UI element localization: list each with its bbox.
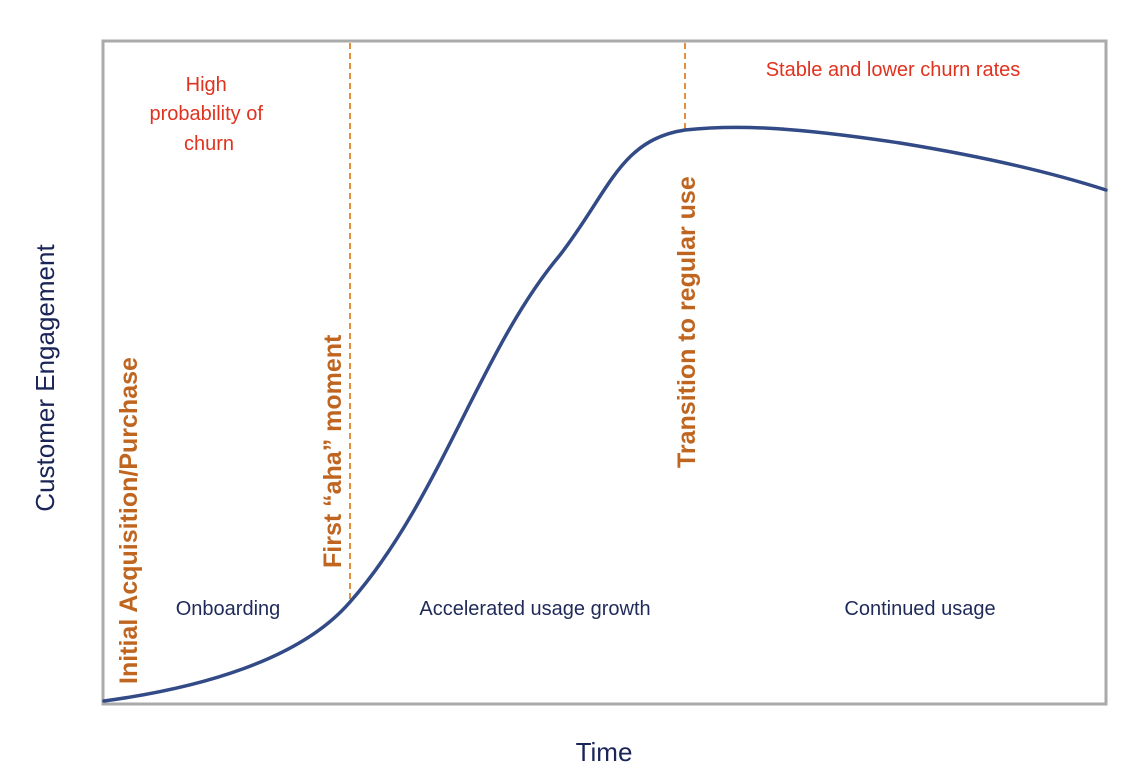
x-axis-label: Time — [576, 737, 633, 767]
engagement-curve — [102, 125, 1108, 703]
milestone-transition-to-regular-use: Transition to regular use — [673, 176, 701, 468]
stable-churn-note: Stable and lower churn rates — [766, 59, 1021, 81]
high-churn-note-line-2: probability of — [150, 103, 264, 125]
milestone-initial-acquisition: Initial Acquisition/Purchase — [115, 357, 143, 684]
high-churn-note-line-3: churn — [184, 133, 234, 155]
high-churn-note: High probability of churn — [150, 74, 269, 155]
phase-onboarding: Onboarding — [176, 598, 281, 620]
y-axis-label: Customer Engagement — [30, 244, 60, 512]
plot-frame — [101, 39, 1108, 706]
milestone-first-aha-moment: First “aha” moment — [319, 334, 347, 568]
phase-continued-usage: Continued usage — [844, 598, 995, 620]
high-churn-note-line-1: High — [186, 74, 227, 96]
phase-accelerated-usage-growth: Accelerated usage growth — [419, 598, 650, 620]
